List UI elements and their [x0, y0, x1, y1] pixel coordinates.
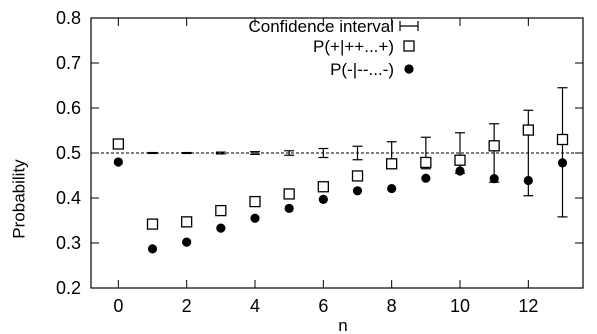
y-tick-label: 0.2 — [56, 278, 81, 298]
circle-point — [250, 213, 260, 223]
x-tick-label: 10 — [450, 296, 470, 316]
legend-label-plus: P(+|++...+) — [313, 37, 394, 56]
marks-group — [91, 87, 583, 254]
square-point — [283, 188, 295, 200]
y-axis-label: Probability — [9, 159, 28, 239]
circle-point — [318, 194, 328, 204]
circle-point — [113, 157, 123, 167]
circle-point — [147, 244, 158, 254]
legend-circle-marker — [404, 64, 414, 74]
legend-square-marker — [403, 40, 415, 52]
circle-point — [387, 183, 397, 194]
square-point — [420, 156, 432, 169]
circle-point — [557, 158, 568, 168]
circle-point — [284, 203, 294, 213]
x-tick-label: 12 — [518, 296, 538, 316]
legend-label-minus: P(-|--...-) — [330, 60, 394, 79]
y-tick-label: 0.7 — [56, 53, 81, 73]
square-point — [317, 181, 329, 193]
square-point — [215, 204, 227, 217]
square-point — [556, 133, 569, 146]
x-tick-label: 4 — [250, 296, 260, 316]
circle-point — [421, 173, 431, 183]
x-tick-label: 0 — [113, 296, 123, 316]
x-tick-label: 6 — [318, 296, 328, 316]
square-point — [488, 140, 500, 152]
square-point — [386, 158, 398, 170]
y-tick-label: 0.6 — [56, 98, 81, 118]
square-point — [181, 216, 193, 228]
y-tick-label: 0.8 — [56, 8, 81, 28]
y-tick-label: 0.5 — [56, 143, 81, 163]
square-point — [146, 218, 159, 230]
circle-point — [182, 237, 192, 247]
square-point — [454, 154, 466, 166]
square-point — [249, 195, 261, 208]
x-tick-label: 8 — [387, 296, 397, 316]
circle-point — [455, 166, 465, 176]
square-point — [351, 170, 364, 182]
square-point — [522, 124, 534, 136]
y-tick-label: 0.3 — [56, 233, 81, 253]
x-tick-label: 2 — [182, 296, 192, 316]
legend-label-confidence: Confidence interval — [248, 17, 394, 36]
x-axis-label: n — [338, 316, 347, 334]
y-tick-label: 0.4 — [56, 188, 81, 208]
square-point — [112, 138, 124, 150]
axes-group: 0.2 0.3 0.4 0.5 0.6 0.7 0.8 0 2 4 6 8 10 12 — [56, 8, 584, 316]
circle-point — [216, 223, 226, 233]
circle-point — [523, 175, 533, 186]
circle-point — [489, 174, 499, 184]
circle-point — [352, 186, 363, 196]
